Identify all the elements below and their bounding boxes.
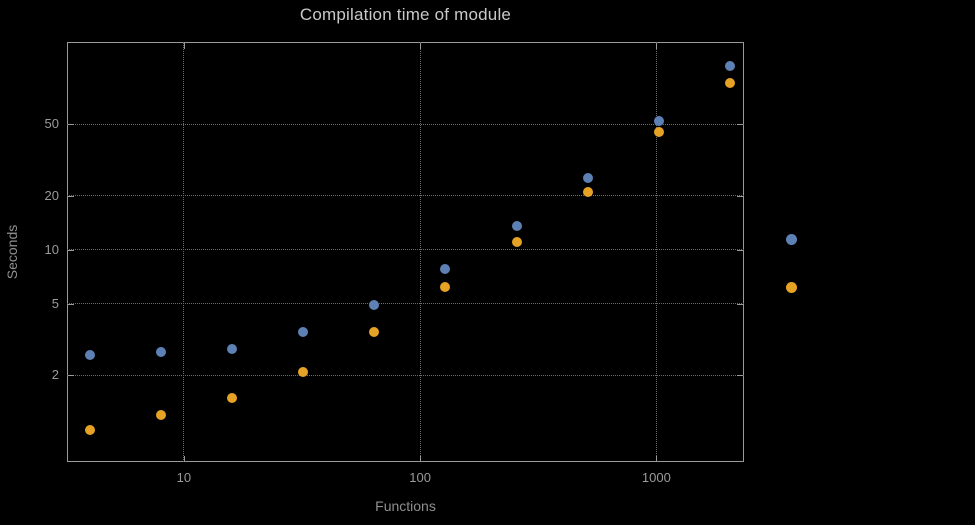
grid-line-horizontal	[67, 374, 744, 376]
y-tick-mark	[737, 375, 743, 377]
y-tick-mark	[737, 124, 743, 126]
grid-line-vertical	[655, 42, 657, 462]
y-tick-mark	[68, 249, 74, 251]
data-point-blue	[440, 264, 451, 275]
y-axis-label: Seconds	[4, 224, 20, 280]
x-tick-mark	[656, 43, 658, 49]
data-point-orange	[369, 326, 380, 337]
grid-line-horizontal	[67, 303, 744, 305]
data-point-orange	[298, 366, 309, 377]
x-tick-mark	[420, 43, 422, 49]
data-point-blue	[511, 221, 522, 232]
x-tick-label: 100	[409, 470, 431, 485]
data-point-orange	[653, 127, 664, 138]
y-tick-mark	[68, 124, 74, 126]
x-tick-mark	[183, 456, 185, 462]
grid-line-horizontal	[67, 195, 744, 197]
data-point-orange	[84, 424, 95, 435]
plot-frame	[67, 42, 744, 462]
x-tick-label: 10	[176, 470, 192, 485]
y-tick-label: 2	[51, 367, 59, 383]
data-point-blue	[653, 115, 664, 126]
grid-line-horizontal	[67, 123, 744, 125]
y-tick-label: 50	[44, 116, 59, 132]
grid-line-vertical	[183, 42, 185, 462]
y-tick-mark	[68, 375, 74, 377]
data-point-orange	[156, 410, 166, 421]
data-point-orange	[227, 392, 238, 403]
data-point-orange	[511, 237, 522, 248]
data-point-blue	[298, 326, 309, 337]
y-tick-label: 10	[44, 241, 59, 257]
data-point-blue	[84, 349, 95, 360]
grid-line-horizontal	[67, 249, 744, 251]
data-point-blue	[724, 61, 735, 72]
grid-line-vertical	[419, 42, 421, 462]
data-point-blue	[156, 346, 166, 357]
y-tick-mark	[68, 195, 74, 197]
y-tick-mark	[737, 249, 743, 251]
data-point-orange	[724, 77, 735, 88]
data-point-blue	[227, 344, 238, 355]
y-tick-mark	[68, 303, 74, 305]
data-point-blue	[369, 300, 380, 311]
y-tick-label: 5	[51, 295, 59, 311]
y-tick-label: 20	[44, 187, 59, 203]
data-point-orange	[582, 186, 593, 197]
x-tick-label: 1000	[641, 470, 671, 485]
chart-title: Compilation time of module	[299, 5, 512, 24]
y-tick-mark	[737, 303, 743, 305]
x-tick-mark	[183, 43, 185, 49]
y-tick-mark	[737, 195, 743, 197]
x-tick-mark	[656, 456, 658, 462]
data-point-blue	[582, 173, 593, 184]
data-point-orange	[440, 282, 451, 293]
x-tick-mark	[420, 456, 422, 462]
x-axis-label: Functions	[375, 498, 436, 514]
legend-marker-blue	[786, 234, 797, 245]
legend-marker-orange	[786, 282, 797, 293]
